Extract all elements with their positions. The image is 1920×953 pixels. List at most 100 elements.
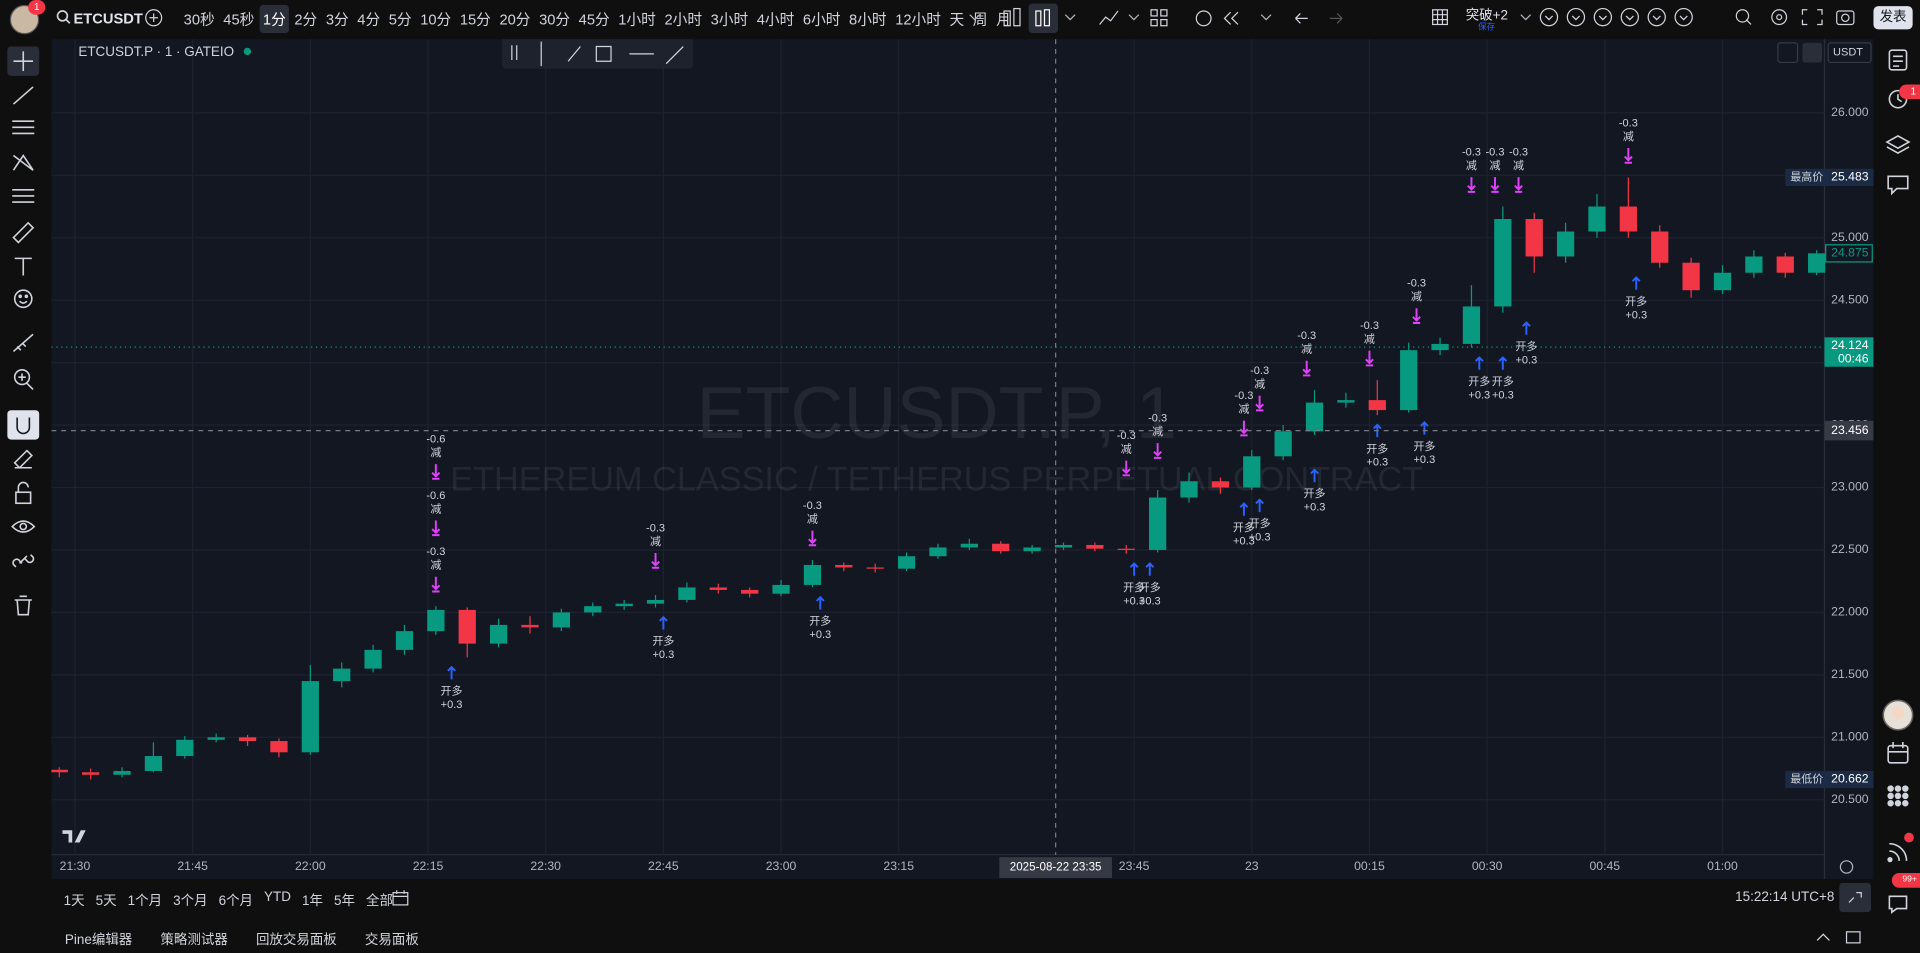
user-avatar[interactable]: 1 [9, 0, 46, 35]
interval-button[interactable]: 10分 [420, 10, 452, 28]
range-button[interactable]: 5年 [333, 893, 355, 909]
high-marker-label: 最高价 [1790, 169, 1823, 183]
interval-button[interactable]: 天 [949, 10, 965, 28]
x-tick-label: 21:45 [177, 859, 208, 873]
candle-body [458, 609, 476, 644]
interval-button[interactable]: 2小时 [664, 10, 703, 28]
strategy-name[interactable]: 突破+2 [1465, 8, 1509, 24]
panel-tabs: Pine编辑器 策略测试器 回放交易面板 交易面板 [51, 921, 1875, 953]
interval-button[interactable]: 月 [996, 10, 1011, 28]
panel-tab[interactable]: 交易面板 [364, 933, 419, 948]
buy-amount: +0.3 [1515, 354, 1537, 366]
range-button[interactable]: 1年 [301, 893, 323, 909]
notification-badge: 99+ [1891, 873, 1920, 888]
x-tick-label: 23:15 [883, 859, 914, 873]
candle-body [144, 756, 163, 772]
range-button[interactable]: 1个月 [127, 893, 163, 909]
x-tick-label: 21:30 [60, 859, 91, 873]
candle-body [238, 737, 257, 742]
candle-body [646, 599, 665, 604]
axis-button [1777, 42, 1799, 64]
candle-body [1086, 544, 1104, 549]
buy-amount: +0.3 [1139, 595, 1161, 607]
candle-body [489, 624, 508, 644]
save-status[interactable]: 保存 [1477, 23, 1496, 32]
candle-body [176, 739, 194, 757]
range-button[interactable]: 5天 [95, 893, 117, 909]
candle-body [1682, 262, 1700, 291]
interval-button[interactable]: 20分 [499, 10, 531, 28]
buy-amount: +0.3 [652, 649, 674, 661]
buy-amount: +0.3 [1625, 309, 1647, 321]
last-price-box [1825, 244, 1873, 263]
buy-label: 开多 [1366, 441, 1388, 455]
sell-amount: -0.3 [1462, 147, 1481, 159]
interval-button[interactable]: 5分 [388, 10, 412, 28]
toggle-button[interactable] [1839, 882, 1872, 913]
panel-tab[interactable]: Pine编辑器 [64, 933, 133, 948]
range-button[interactable]: YTD [264, 890, 291, 905]
interval-button[interactable]: 30分 [539, 10, 571, 28]
candle-body [1651, 231, 1669, 263]
toolbar-icons [969, 3, 1448, 34]
interval-button[interactable]: 45秒 [223, 10, 255, 28]
currency-label: USDT [1833, 47, 1863, 59]
publish-button[interactable]: 发表 [1873, 6, 1913, 30]
goto-date[interactable] [392, 889, 409, 906]
range-button[interactable]: 全部 [365, 893, 393, 909]
sell-arrow [1412, 308, 1421, 324]
sell-amount: -0.6 [426, 490, 445, 502]
sell-label: 减 [1411, 290, 1422, 303]
buy-amount: +0.3 [441, 699, 463, 711]
interval-button[interactable]: 1小时 [618, 10, 656, 28]
interval-button[interactable]: 45分 [578, 10, 610, 28]
interval-button[interactable]: 4小时 [756, 10, 795, 28]
range-button[interactable]: 1天 [63, 893, 85, 909]
interval-button[interactable]: 4分 [357, 10, 381, 28]
x-tick-label: 22:30 [530, 859, 561, 873]
candle-body [1808, 253, 1826, 273]
symbol-name[interactable]: ETCUSDT [73, 9, 143, 27]
y-tick-label: 25.000 [1831, 230, 1869, 244]
interval-button[interactable]: 3分 [325, 10, 349, 28]
interval-button[interactable]: 8小时 [849, 10, 887, 28]
add-symbol[interactable] [144, 9, 163, 27]
interval-button[interactable]: 12小时 [895, 10, 941, 28]
sell-arrow [1239, 420, 1249, 437]
interval-button[interactable]: 2分 [294, 10, 318, 28]
sell-amount: -0.6 [426, 434, 445, 446]
axis-button [1802, 42, 1823, 63]
panel-tab[interactable]: 回放交易面板 [255, 933, 337, 948]
interval-button[interactable]: 1分 [259, 4, 290, 33]
buy-label: 开多 [1515, 339, 1537, 353]
sell-label: 减 [1152, 425, 1163, 438]
interval-button[interactable]: 6小时 [802, 10, 841, 28]
buy-amount: +0.3 [1366, 457, 1388, 469]
candle-body [113, 771, 131, 775]
search-icon [56, 10, 71, 24]
sell-label: 减 [1364, 333, 1375, 346]
sell-label: 减 [1301, 343, 1312, 356]
sell-amount: -0.3 [1407, 278, 1426, 290]
interval-button[interactable]: 30秒 [183, 10, 215, 28]
buy-arrow [1145, 562, 1155, 576]
sell-arrow [1514, 177, 1523, 193]
live-dot [1904, 832, 1914, 843]
candle-body [803, 564, 822, 585]
candle-body [1494, 219, 1512, 307]
candle-body [552, 612, 571, 628]
x-tick-label: 23:45 [1119, 859, 1150, 873]
candle-body [929, 547, 947, 557]
buy-arrow [659, 615, 668, 630]
interval-button[interactable]: 周 [972, 10, 988, 28]
candle-body [866, 567, 884, 569]
range-button[interactable]: 6个月 [218, 893, 254, 909]
range-button[interactable]: 3个月 [173, 893, 208, 909]
panel-tab[interactable]: 策略测试器 [160, 933, 228, 948]
candle-body [1619, 206, 1637, 232]
interval-button[interactable]: 3小时 [710, 10, 749, 28]
interval-button[interactable]: 15分 [459, 10, 491, 28]
sell-label: 减 [430, 502, 441, 515]
candle-body [835, 564, 853, 568]
candle-body [584, 606, 602, 613]
